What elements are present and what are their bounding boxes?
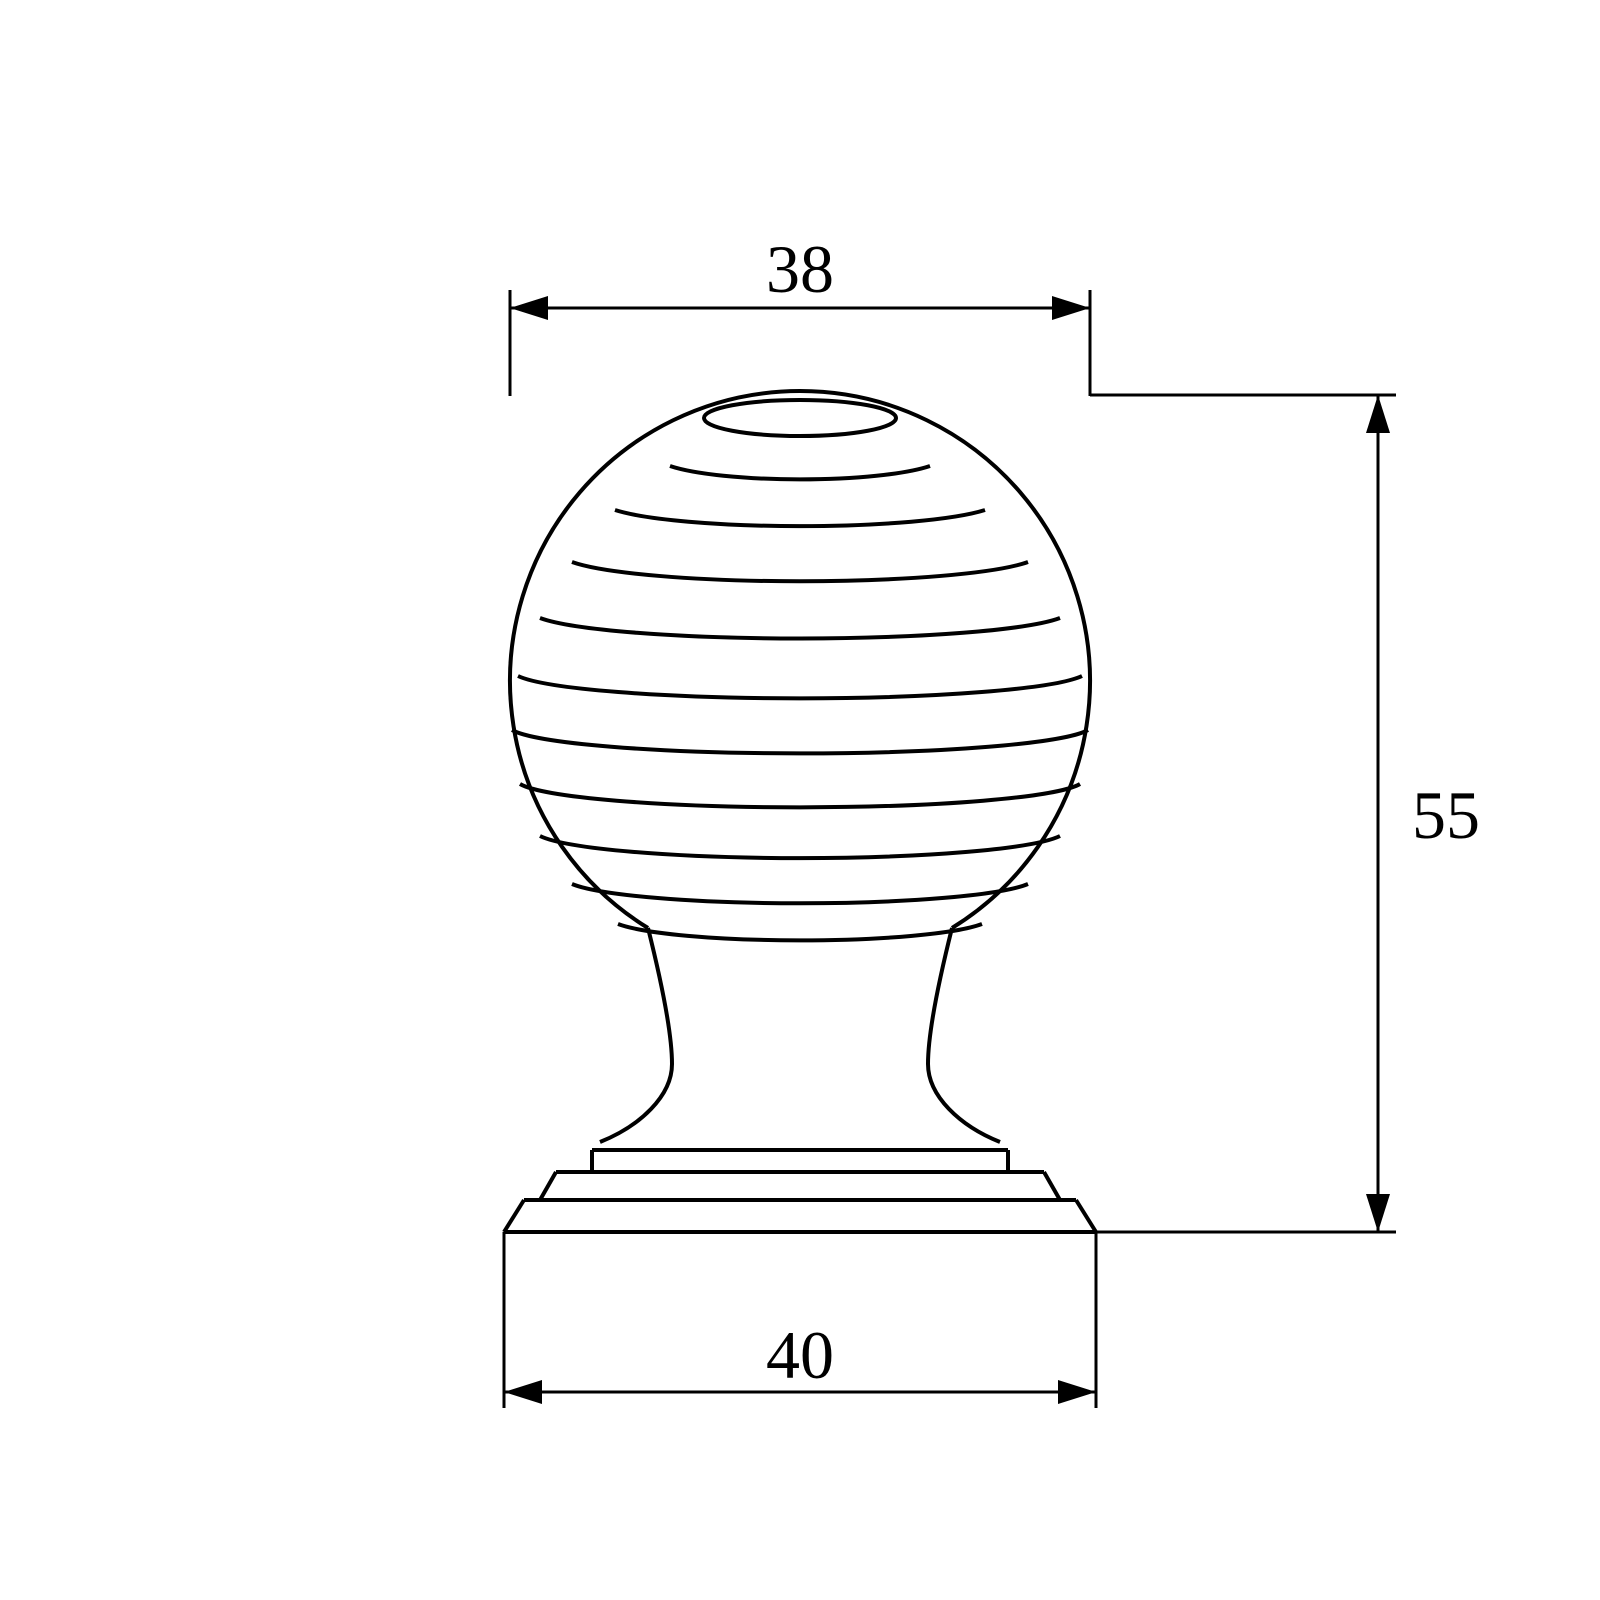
knob-dimension-drawing: 38 40 55 — [0, 0, 1600, 1600]
base-step1-right — [1044, 1172, 1060, 1200]
dim-top: 38 — [510, 231, 1090, 396]
ball-reeding — [512, 466, 1088, 940]
base-step1-left — [540, 1172, 556, 1200]
dim-bottom: 40 — [504, 1232, 1096, 1408]
neck-left — [600, 928, 672, 1142]
dim-top-label: 38 — [766, 231, 834, 307]
knob-body — [504, 391, 1096, 1232]
dim-right: 55 — [1090, 395, 1480, 1232]
base-step2-left — [504, 1200, 524, 1232]
dim-bottom-label: 40 — [766, 1317, 834, 1393]
base-step2-right — [1076, 1200, 1096, 1232]
neck-right — [928, 928, 1000, 1142]
dim-right-label: 55 — [1412, 777, 1480, 853]
ball-top-cap — [704, 400, 896, 436]
